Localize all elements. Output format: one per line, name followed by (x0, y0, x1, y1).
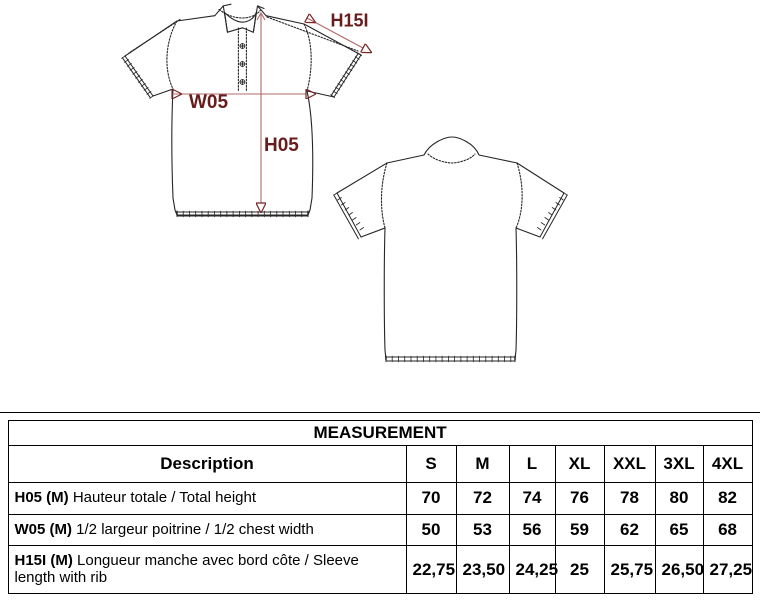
svg-text:H15I: H15I (331, 11, 369, 31)
svg-text:W05: W05 (189, 92, 229, 113)
svg-text:H05: H05 (264, 135, 299, 156)
